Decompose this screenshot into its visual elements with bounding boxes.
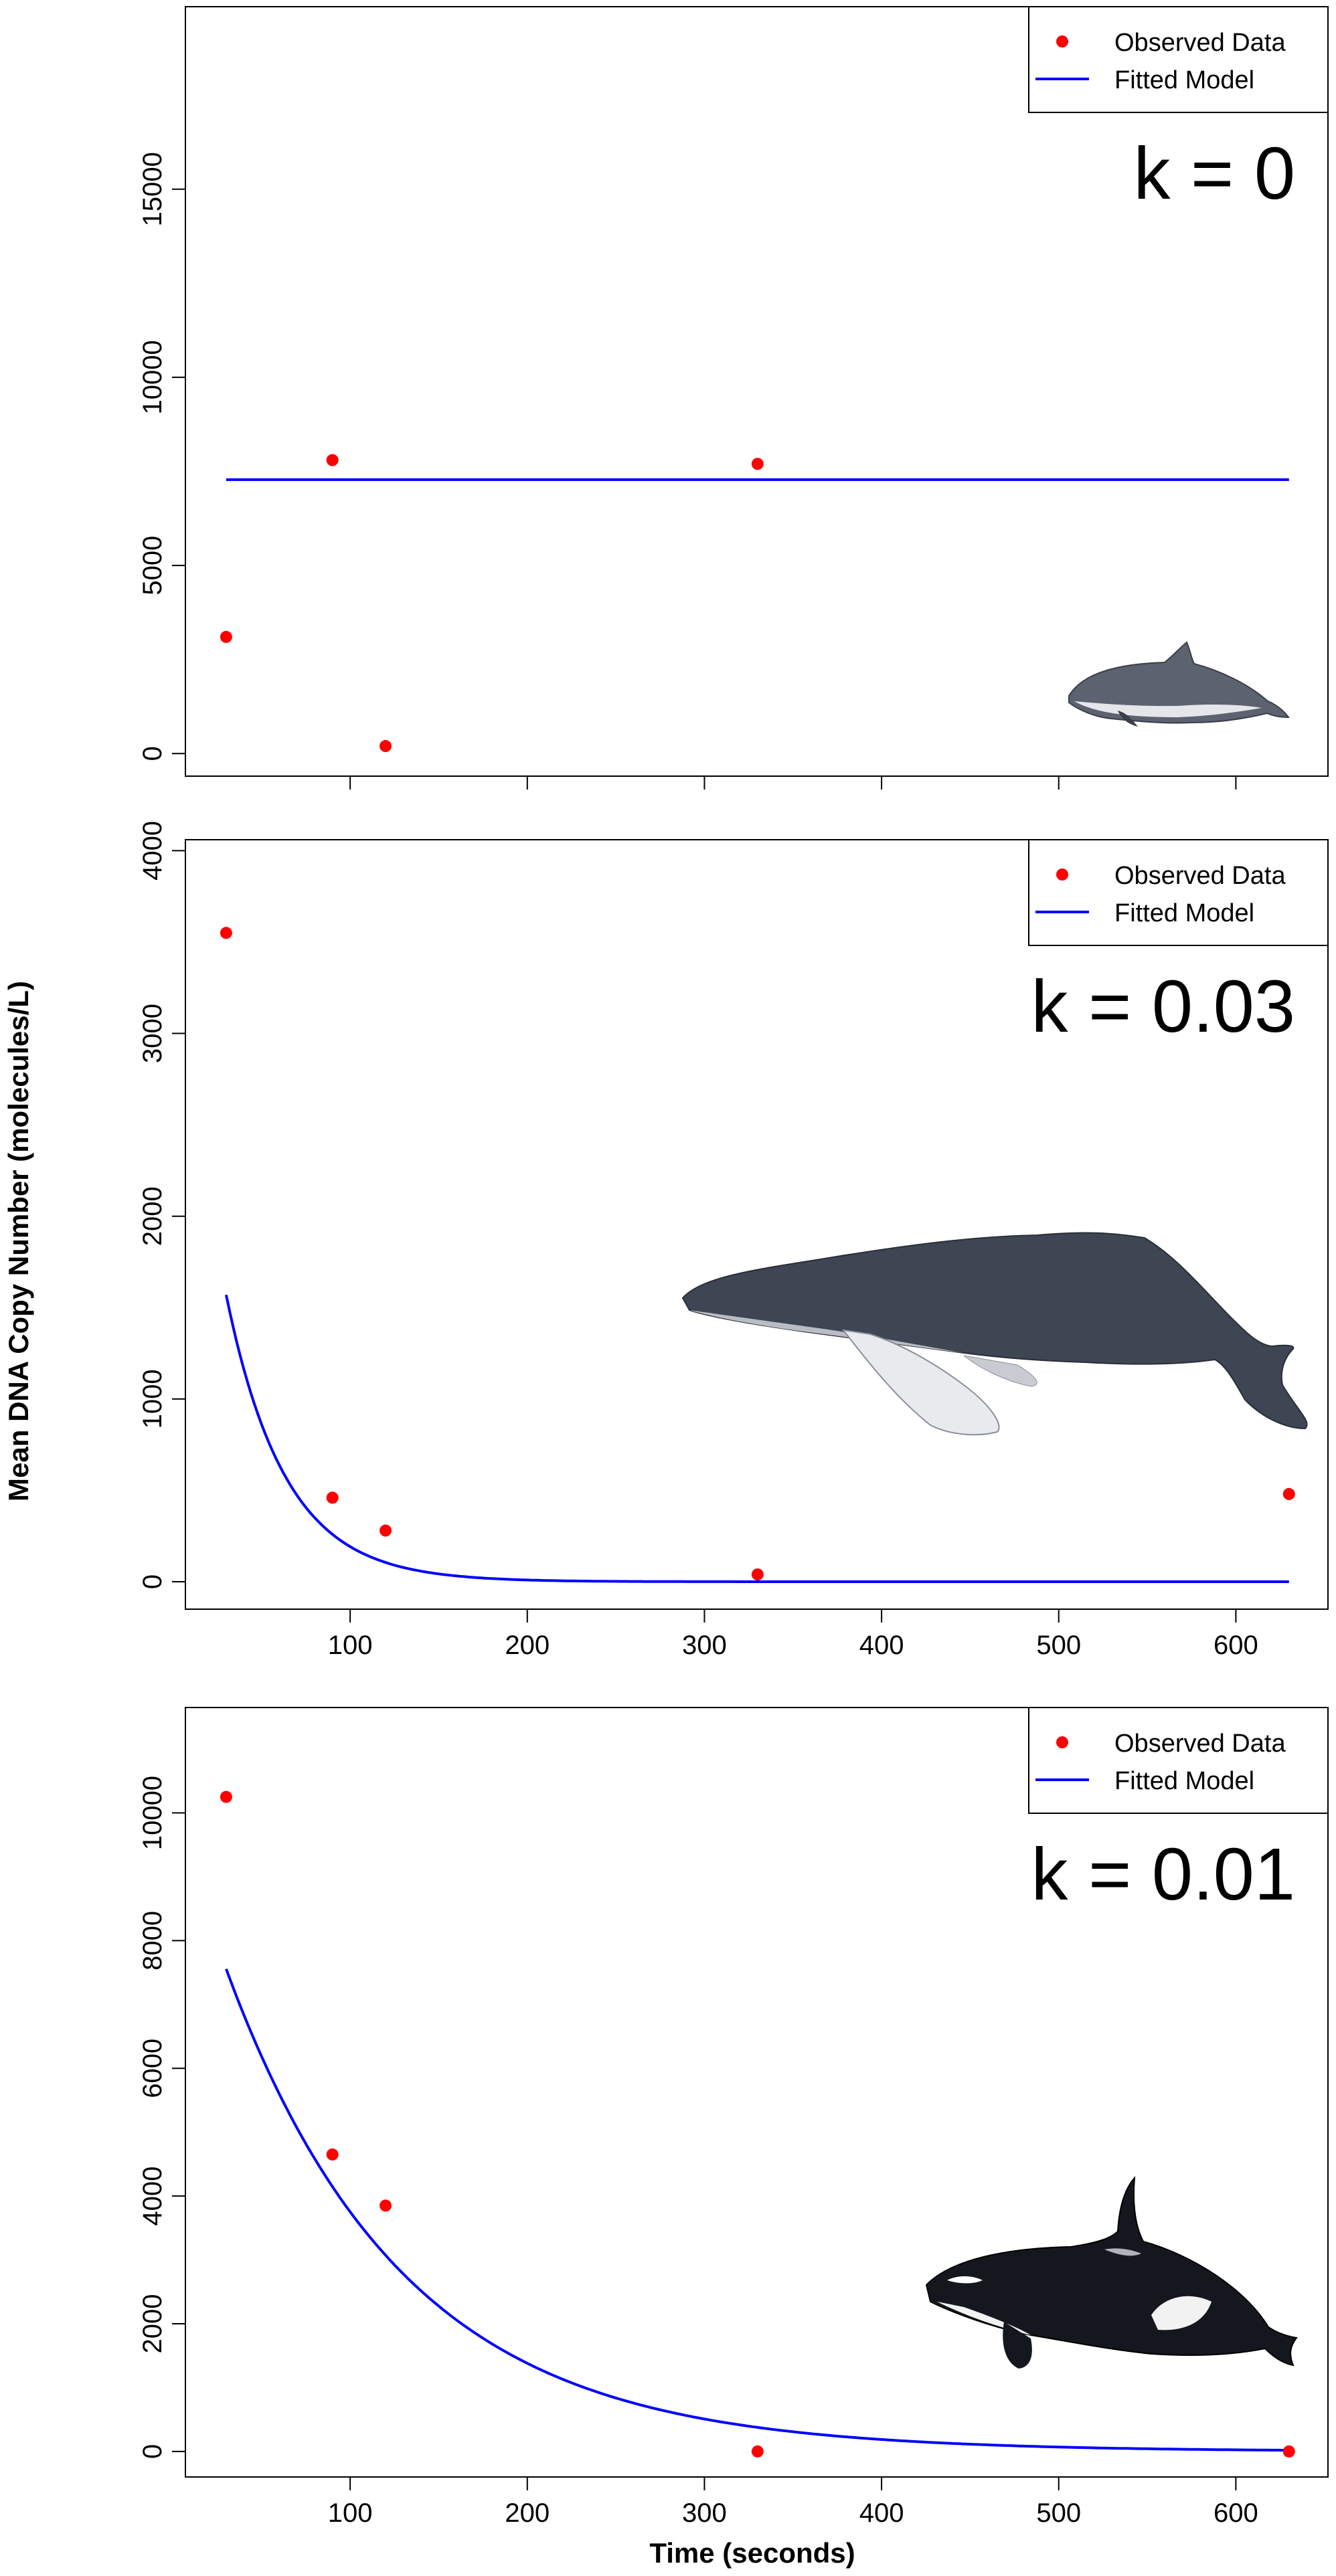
observed-point xyxy=(220,927,232,939)
y-tick-label: 0 xyxy=(138,2444,167,2459)
y-tick-label: 5000 xyxy=(138,536,167,595)
y-axis-title: Mean DNA Copy Number (molecules/L) xyxy=(3,981,34,1501)
harbour-porpoise-icon xyxy=(1068,641,1290,727)
y-tick-label: 4000 xyxy=(138,821,167,881)
orca-body xyxy=(925,2176,1298,2367)
legend-observed-label: Observed Data xyxy=(1114,862,1286,890)
y-tick-label: 2000 xyxy=(138,2294,167,2353)
porpoise-flipper xyxy=(1118,711,1138,727)
x-tick-label: 100 xyxy=(328,2498,373,2528)
x-tick-label: 500 xyxy=(1036,2498,1081,2528)
x-axis-title: Time (seconds) xyxy=(649,2537,855,2569)
y-tick-label: 4000 xyxy=(138,2167,167,2226)
humpback-whale-icon xyxy=(681,1232,1308,1436)
plot-frame xyxy=(185,6,1329,777)
observed-point xyxy=(220,1790,232,1803)
observed-point xyxy=(751,1568,764,1581)
y-tick-label: 10000 xyxy=(138,340,167,414)
legend-box xyxy=(1028,6,1329,113)
legend-observed-marker xyxy=(1056,1736,1068,1748)
k-value-label: k = 0.03 xyxy=(1031,965,1295,1048)
orca-flipper xyxy=(1003,2322,1032,2369)
legend-observed-marker xyxy=(1056,35,1068,48)
plot-frame xyxy=(185,839,1329,1610)
k-value-label: k = 0 xyxy=(1133,132,1295,215)
x-tick-label: 100 xyxy=(328,1631,373,1660)
observed-point xyxy=(326,2148,339,2161)
x-tick-label: 600 xyxy=(1214,2498,1258,2528)
y-tick-label: 6000 xyxy=(138,2039,167,2098)
observed-point xyxy=(1282,1487,1295,1500)
porpoise-body xyxy=(1068,641,1290,724)
y-tick-label: 2000 xyxy=(138,1186,167,1246)
legend-observed-label: Observed Data xyxy=(1114,1730,1286,1758)
legend-box xyxy=(1028,839,1329,946)
legend-fitted-label: Fitted Model xyxy=(1114,66,1254,94)
legend-box xyxy=(1028,1707,1329,1814)
y-tick-label: 15000 xyxy=(138,152,167,226)
legend-fitted-label: Fitted Model xyxy=(1114,1767,1254,1795)
observed-point xyxy=(326,454,339,466)
x-tick-label: 200 xyxy=(505,1631,550,1660)
plot-frame xyxy=(185,1707,1329,2478)
y-tick-label: 3000 xyxy=(138,1004,167,1063)
observed-point xyxy=(751,2445,764,2458)
humpback-flipper-far xyxy=(963,1355,1037,1387)
x-tick-label: 500 xyxy=(1036,1631,1081,1660)
y-tick-label: 0 xyxy=(138,746,167,761)
observed-point xyxy=(326,1491,339,1504)
observed-point xyxy=(380,740,392,753)
killer-whale-icon xyxy=(925,2176,1298,2369)
y-tick-label: 0 xyxy=(138,1574,167,1589)
x-tick-label: 200 xyxy=(505,2498,550,2528)
x-tick-label: 300 xyxy=(682,1631,727,1660)
legend-observed-label: Observed Data xyxy=(1114,29,1286,57)
x-tick-label: 600 xyxy=(1214,1631,1258,1660)
humpback-body xyxy=(681,1232,1308,1430)
chart-panel-1: 0 5000 10000 15000 Observed Data Fitted Model… xyxy=(138,6,1329,790)
chart-panel-2: 100 200 300 400 500 600 0 1000 2000 3000 4000 Obser… xyxy=(138,821,1329,1660)
x-tick-label: 300 xyxy=(682,2498,727,2528)
fitted-model-line xyxy=(224,1294,1289,1583)
y-tick-label: 8000 xyxy=(138,1911,167,1970)
legend-fitted-label: Fitted Model xyxy=(1114,899,1254,927)
orca-saddle-patch xyxy=(1104,2248,1141,2256)
humpback-flipper xyxy=(841,1329,1000,1436)
orca-eyepatch xyxy=(947,2276,983,2284)
y-tick-label: 1000 xyxy=(138,1369,167,1429)
x-tick-label: 400 xyxy=(859,1631,904,1660)
chart-panel-3: 100 200 300 400 500 6000200040006000800010000… xyxy=(138,1707,1329,2528)
legend-observed-marker xyxy=(1056,868,1068,881)
fitted-model-line xyxy=(225,1968,1289,2452)
humpback-throat xyxy=(689,1310,964,1353)
observed-point xyxy=(380,2199,392,2212)
observed-point xyxy=(220,630,232,643)
orca-flank-patch xyxy=(1151,2296,1212,2330)
observed-point xyxy=(380,1524,392,1537)
observed-point xyxy=(1282,2445,1295,2458)
observed-point xyxy=(751,458,764,470)
y-tick-label: 10000 xyxy=(138,1776,167,1850)
x-tick-label: 400 xyxy=(859,2498,904,2528)
k-value-label: k = 0.01 xyxy=(1031,1833,1295,1916)
